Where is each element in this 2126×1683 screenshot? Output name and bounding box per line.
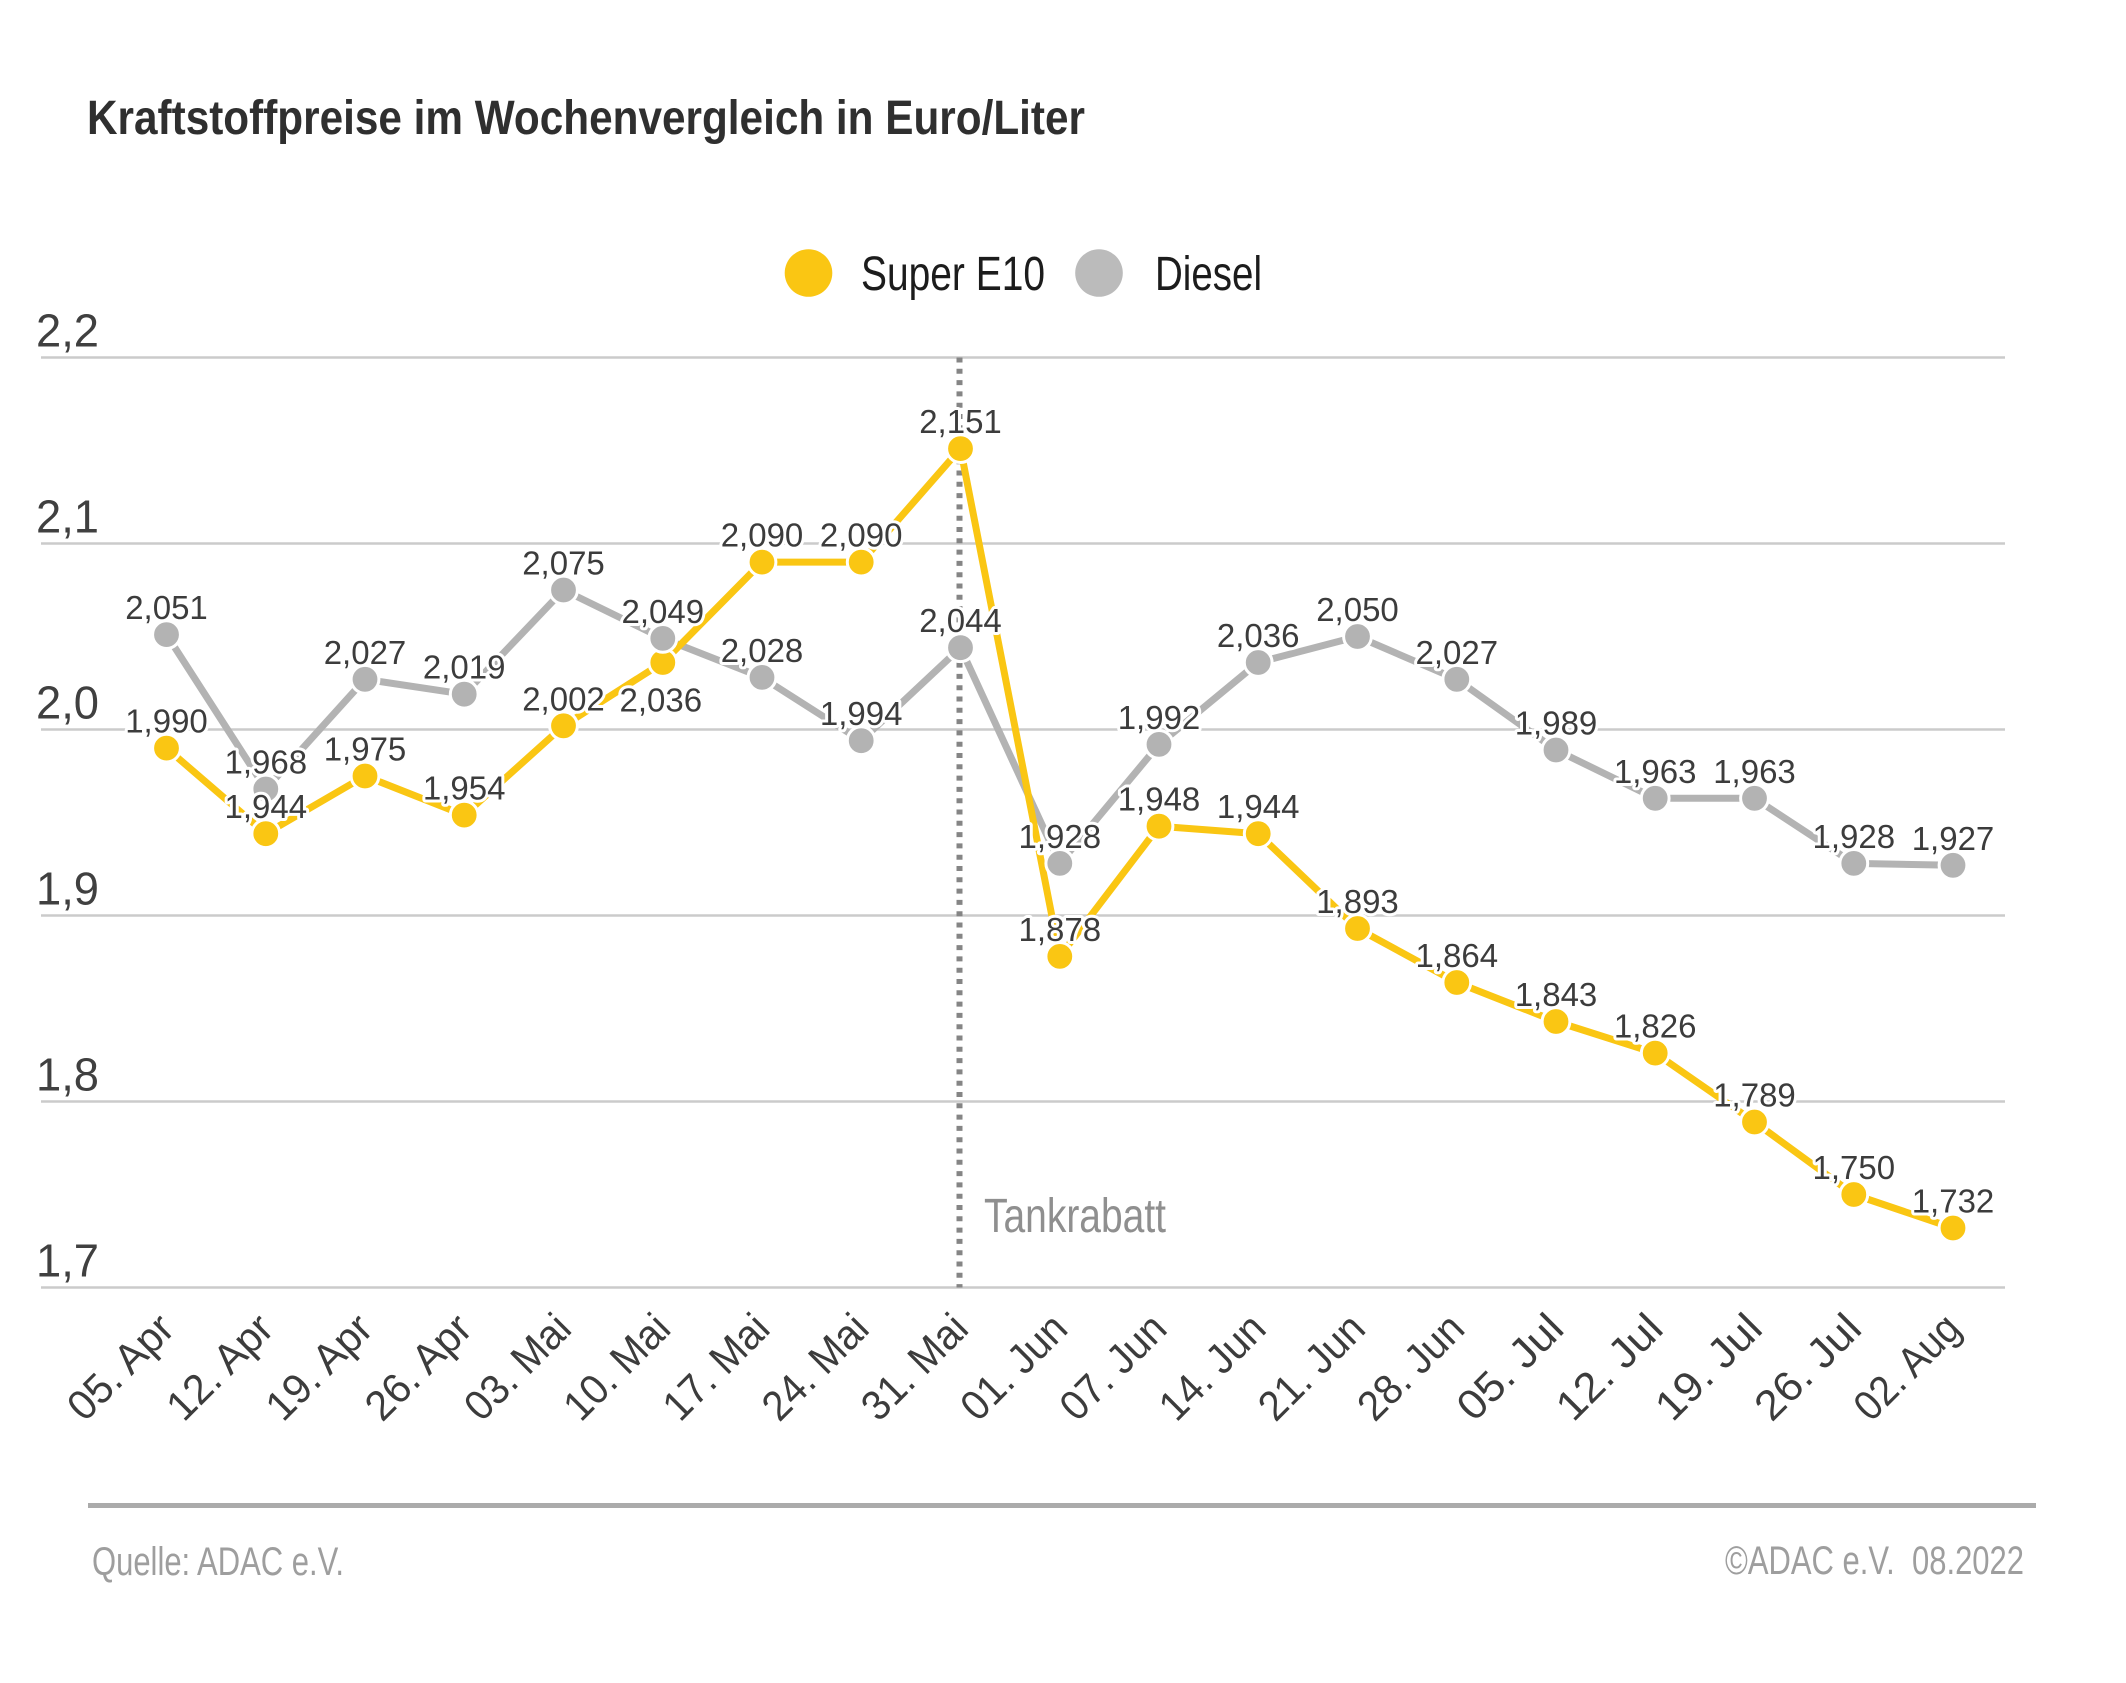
- svg-text:2,027: 2,027: [1416, 634, 1499, 671]
- svg-text:2,019: 2,019: [423, 649, 506, 686]
- svg-text:2,002: 2,002: [522, 680, 605, 717]
- svg-text:1,7: 1,7: [36, 1235, 99, 1287]
- svg-text:1,992: 1,992: [1118, 699, 1201, 736]
- svg-text:1,843: 1,843: [1515, 976, 1598, 1013]
- svg-text:1,732: 1,732: [1912, 1183, 1995, 1220]
- svg-text:1,990: 1,990: [125, 703, 208, 740]
- svg-text:1,8: 1,8: [36, 1049, 99, 1101]
- svg-text:1,878: 1,878: [1019, 911, 1102, 948]
- svg-text:2,1: 2,1: [36, 491, 99, 543]
- svg-text:2,0: 2,0: [36, 677, 99, 729]
- svg-text:2,075: 2,075: [522, 545, 605, 582]
- svg-text:Super E10: Super E10: [861, 248, 1045, 301]
- svg-text:1,994: 1,994: [820, 695, 903, 732]
- svg-text:1,989: 1,989: [1515, 705, 1598, 742]
- svg-text:2,050: 2,050: [1316, 591, 1399, 628]
- svg-text:1,864: 1,864: [1416, 937, 1499, 974]
- svg-text:1,944: 1,944: [1217, 788, 1300, 825]
- svg-text:2,049: 2,049: [622, 593, 705, 630]
- svg-text:2,036: 2,036: [1217, 617, 1300, 654]
- svg-text:1,9: 1,9: [36, 863, 99, 915]
- svg-text:2,027: 2,027: [324, 634, 407, 671]
- svg-text:1,826: 1,826: [1614, 1008, 1697, 1045]
- svg-text:1,948: 1,948: [1118, 781, 1201, 818]
- svg-text:2,028: 2,028: [721, 632, 804, 669]
- svg-text:1,927: 1,927: [1912, 820, 1995, 857]
- svg-text:2,090: 2,090: [820, 517, 903, 554]
- svg-text:©ADAC e.V. 08.2022: ©ADAC e.V. 08.2022: [1725, 1539, 2024, 1583]
- svg-text:1,944: 1,944: [225, 788, 308, 825]
- svg-text:2,051: 2,051: [125, 589, 208, 626]
- svg-text:1,963: 1,963: [1713, 753, 1796, 790]
- svg-text:Kraftstoffpreise im Wochenverg: Kraftstoffpreise im Wochenvergleich in E…: [87, 92, 1085, 145]
- svg-text:2,036: 2,036: [620, 682, 703, 719]
- svg-text:1,954: 1,954: [423, 770, 506, 807]
- svg-text:2,044: 2,044: [919, 602, 1002, 639]
- svg-text:2,090: 2,090: [721, 517, 804, 554]
- svg-text:2,151: 2,151: [919, 403, 1002, 440]
- svg-text:1,928: 1,928: [1019, 818, 1102, 855]
- svg-text:Diesel: Diesel: [1155, 248, 1262, 301]
- svg-text:1,750: 1,750: [1813, 1149, 1896, 1186]
- svg-text:1,975: 1,975: [324, 731, 407, 768]
- svg-text:1,968: 1,968: [225, 744, 308, 781]
- svg-text:Tankrabatt: Tankrabatt: [984, 1190, 1166, 1243]
- svg-text:1,893: 1,893: [1316, 883, 1399, 920]
- svg-text:1,963: 1,963: [1614, 753, 1697, 790]
- svg-text:1,928: 1,928: [1813, 818, 1896, 855]
- svg-text:Quelle: ADAC e.V.: Quelle: ADAC e.V.: [92, 1540, 344, 1584]
- svg-text:2,2: 2,2: [36, 305, 99, 357]
- svg-text:1,789: 1,789: [1713, 1077, 1796, 1114]
